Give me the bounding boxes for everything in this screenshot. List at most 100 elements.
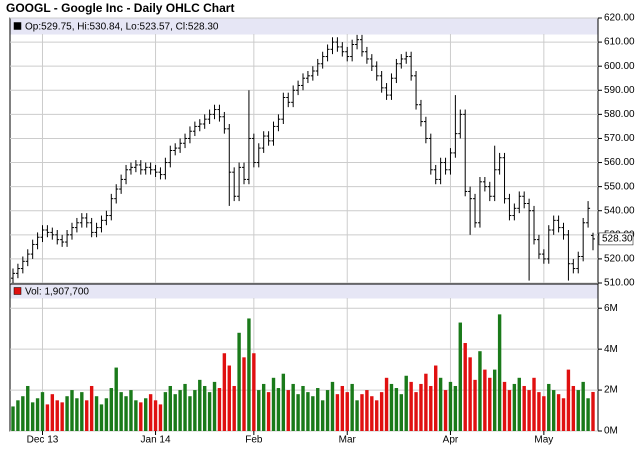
- volume-bar: [301, 385, 305, 431]
- volume-bar: [429, 385, 433, 431]
- volume-bar: [576, 390, 580, 431]
- volume-bar: [581, 381, 585, 431]
- x-tick-label: Dec 13: [27, 435, 59, 446]
- volume-bar: [65, 396, 69, 431]
- volume-bar: [325, 390, 330, 431]
- volume-bar: [478, 351, 482, 431]
- volume-bar: [370, 396, 374, 431]
- x-tick-label: May: [534, 435, 553, 446]
- volume-bar: [537, 392, 541, 431]
- volume-bar: [158, 404, 163, 431]
- volume-bar: [75, 398, 79, 431]
- legend-swatch: [13, 287, 22, 295]
- volume-bar: [70, 390, 74, 431]
- volume-bar: [551, 390, 556, 431]
- volume-bar: [566, 369, 571, 431]
- volume-bar: [497, 314, 502, 431]
- volume-bar: [492, 369, 497, 431]
- y-tick-label: 510.00: [604, 278, 635, 289]
- volume-bar: [517, 377, 521, 431]
- volume-bar: [271, 377, 276, 431]
- volume-bar: [438, 377, 443, 431]
- volume-bar: [94, 396, 99, 431]
- volume-bar: [453, 385, 458, 431]
- volume-bar: [242, 357, 246, 431]
- x-tick-label: Apr: [443, 435, 459, 446]
- volume-bar: [409, 381, 413, 431]
- volume-bar: [276, 388, 281, 431]
- volume-bar: [99, 404, 104, 431]
- volume-bar: [532, 377, 536, 431]
- volume-bar: [502, 381, 507, 431]
- volume-bar: [207, 392, 212, 431]
- header-strip: [10, 18, 598, 35]
- volume-bar: [281, 373, 286, 431]
- volume-bar: [45, 404, 50, 431]
- y-tick-label: 580.00: [604, 109, 635, 120]
- volume-bar: [586, 398, 590, 431]
- volume-bar: [389, 383, 394, 431]
- volume-bar: [286, 390, 290, 431]
- volume-bar: [443, 390, 448, 431]
- volume-bar: [80, 392, 84, 431]
- volume-bar: [365, 390, 369, 431]
- header-strip: [10, 284, 598, 299]
- volume-bar: [291, 383, 295, 431]
- volume-bar: [198, 379, 202, 431]
- volume-bar: [193, 390, 197, 431]
- volume-bar: [394, 388, 399, 431]
- y-tick-label: 550.00: [604, 181, 635, 192]
- volume-bar: [183, 383, 187, 431]
- volume-bar: [85, 400, 89, 431]
- volume-bar: [507, 390, 512, 431]
- volume-bar: [153, 400, 158, 431]
- volume-bar: [217, 388, 222, 431]
- volume-bar: [35, 398, 40, 431]
- y-tick-label: 6M: [604, 303, 618, 314]
- y-tick-label: 4M: [604, 344, 618, 355]
- volume-bar: [129, 390, 133, 431]
- volume-bar: [335, 394, 340, 431]
- volume-bar: [237, 332, 241, 431]
- volume-bar: [306, 392, 310, 431]
- volume-bar: [26, 385, 30, 431]
- volume-bar: [168, 385, 172, 431]
- chart-title: GOOGL - Google Inc - Daily OHLC Chart: [6, 1, 234, 15]
- volume-bar: [556, 394, 561, 431]
- volume-bar: [104, 398, 109, 431]
- y-tick-label: 610.00: [604, 37, 635, 48]
- volume-bar: [114, 367, 118, 431]
- legend-text: Op:529.75, Hi:530.84, Lo:523.57, Cl:528.…: [25, 22, 219, 33]
- volume-bar: [212, 381, 217, 431]
- volume-bar: [257, 390, 261, 431]
- volume-bar: [296, 394, 300, 431]
- volume-bar: [30, 402, 35, 431]
- volume-bar: [591, 391, 595, 431]
- y-tick-label: 570.00: [604, 133, 635, 144]
- volume-bar: [527, 390, 531, 431]
- volume-bar: [222, 353, 227, 431]
- volume-bar: [173, 394, 177, 431]
- volume-bar: [345, 392, 349, 431]
- volume-bar: [11, 406, 15, 431]
- volume-bar: [463, 343, 467, 431]
- volume-bar: [124, 396, 128, 431]
- volume-bar: [21, 396, 25, 431]
- volume-bar: [547, 383, 551, 431]
- y-tick-label: 520.00: [604, 254, 635, 265]
- volume-bar: [134, 400, 138, 431]
- volume-bar: [311, 396, 315, 431]
- volume-bar: [542, 396, 546, 431]
- volume-bar: [419, 383, 423, 431]
- volume-bar: [340, 385, 345, 431]
- volume-bar: [355, 400, 359, 431]
- volume-bar: [473, 379, 477, 431]
- volume-bar: [434, 365, 438, 431]
- volume-bar: [320, 400, 325, 431]
- volume-bar: [522, 385, 526, 431]
- volume-bar: [512, 383, 517, 431]
- volume-bar: [330, 381, 335, 431]
- volume-bar: [227, 365, 231, 431]
